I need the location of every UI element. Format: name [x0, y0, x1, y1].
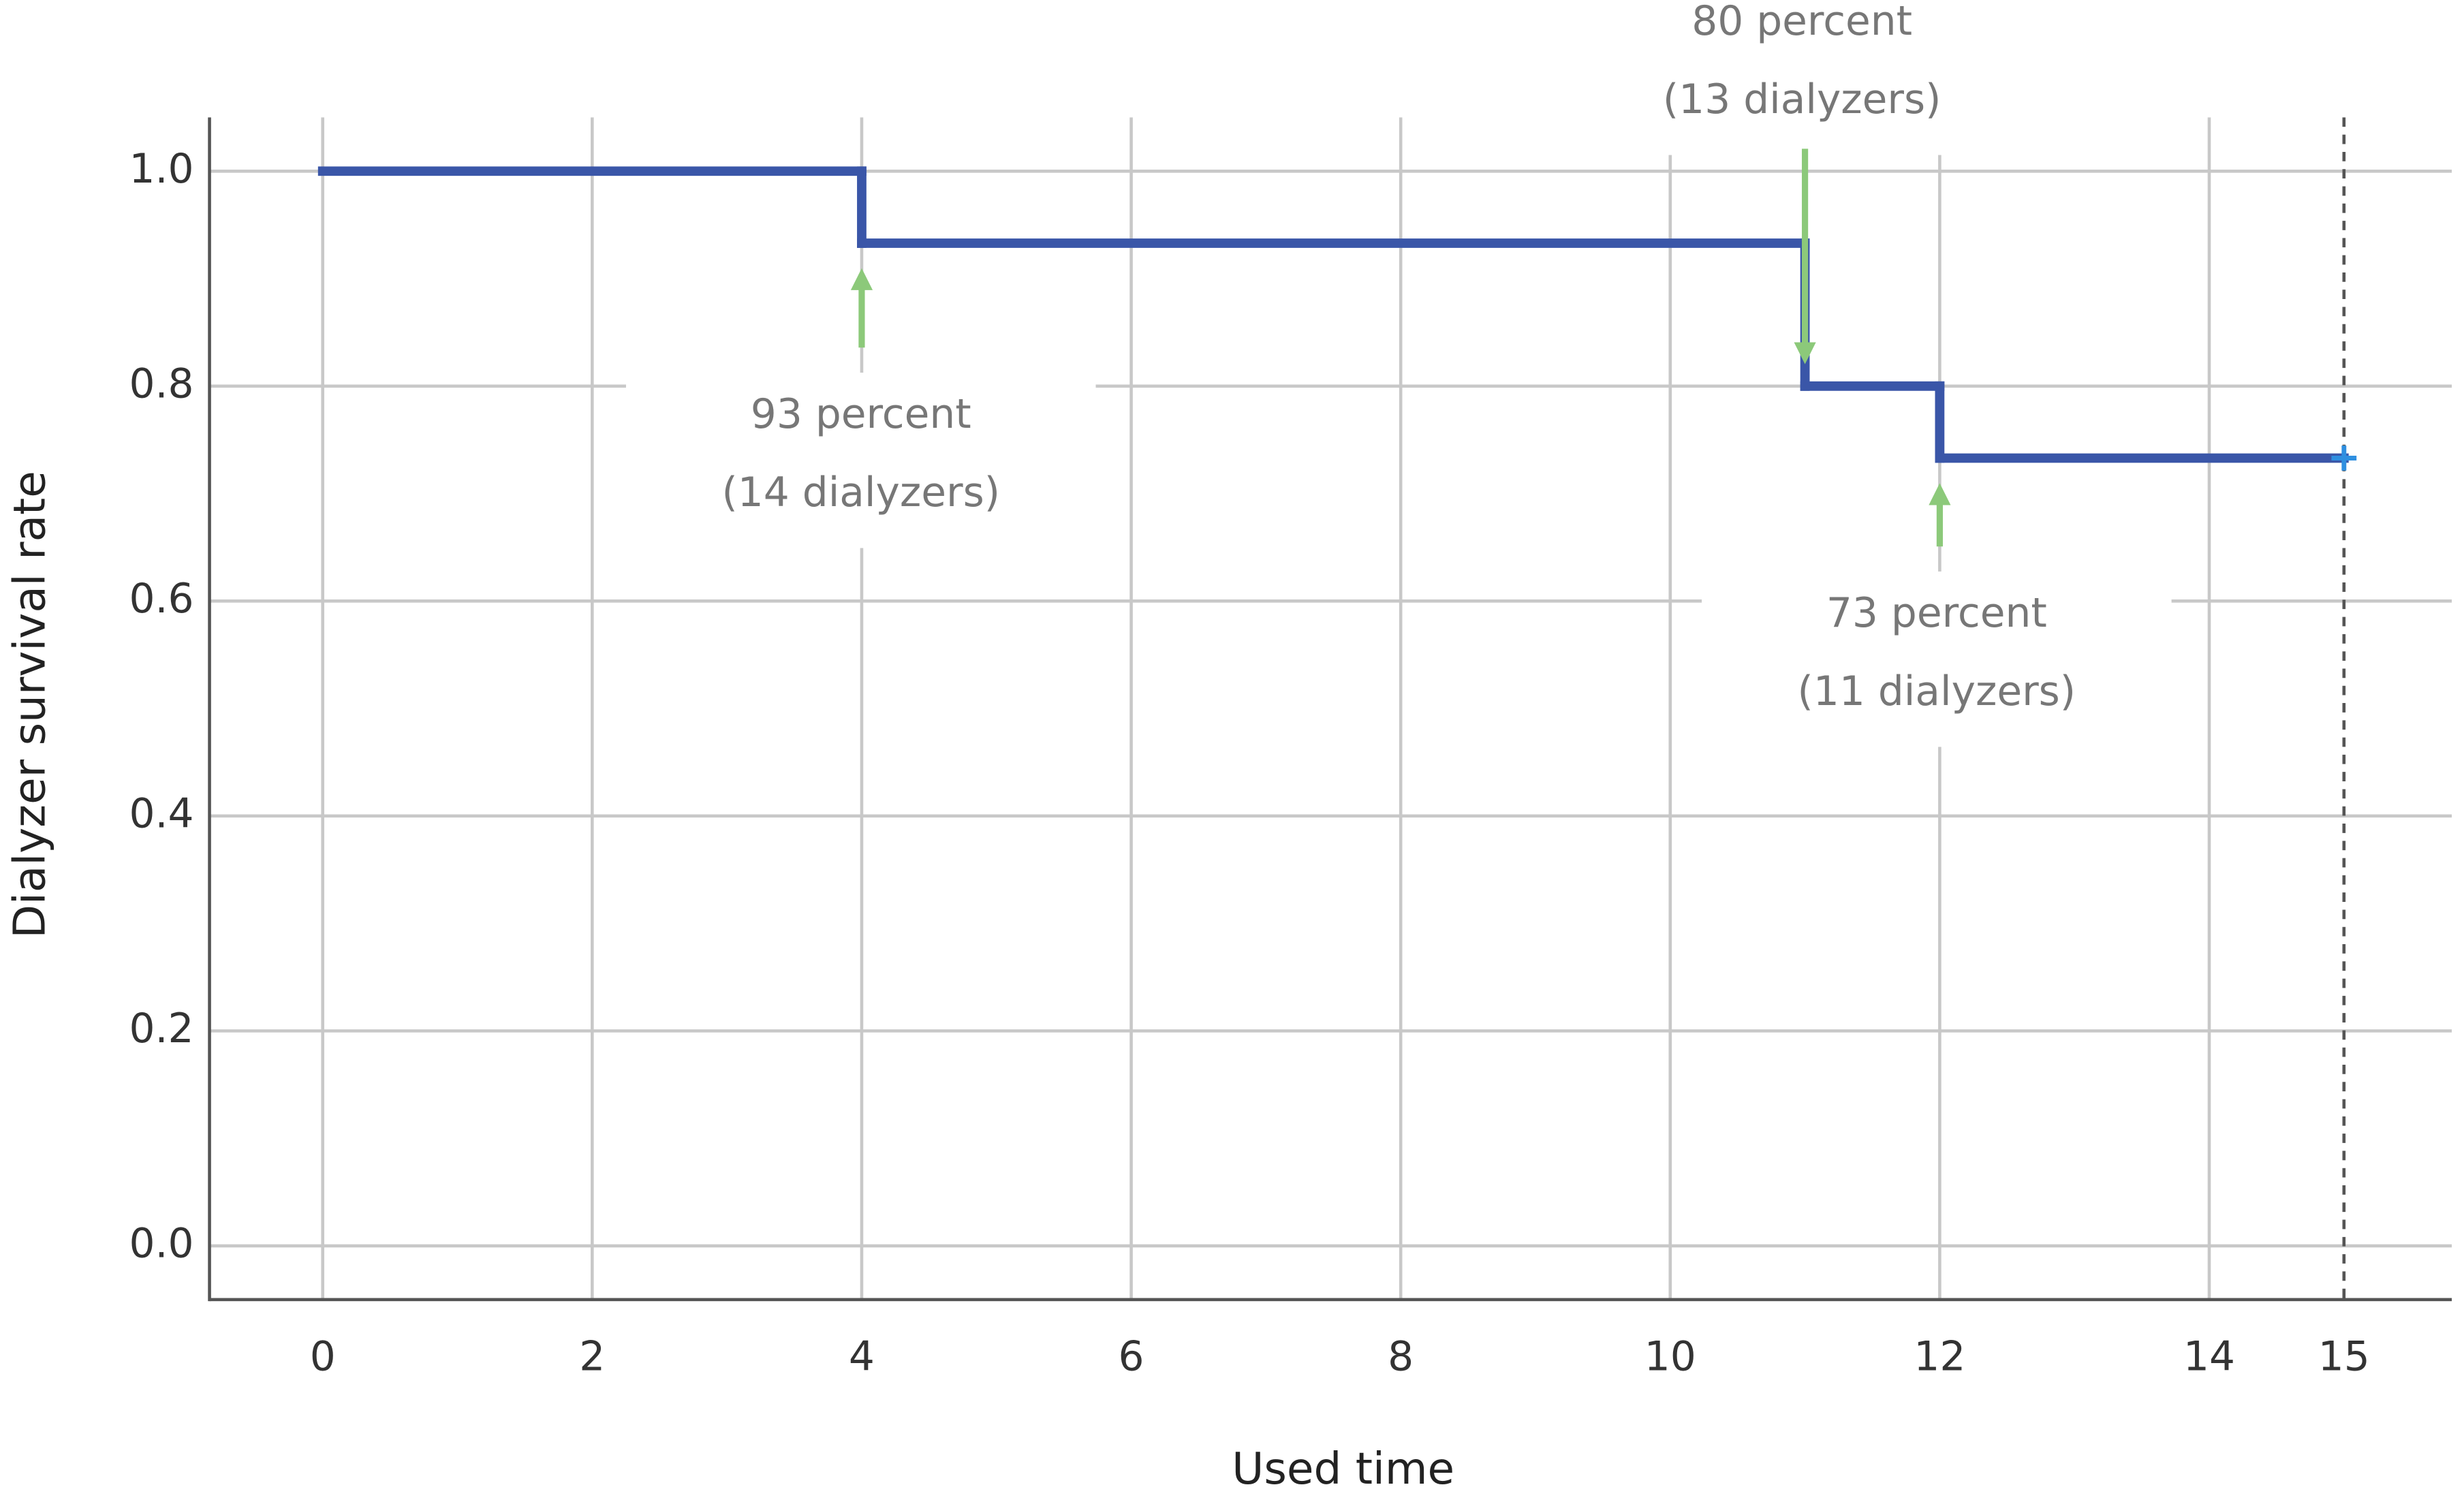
annotation-arrowhead: [1794, 342, 1816, 364]
x-tick-label: 10: [1644, 1334, 1696, 1381]
x-tick-label: 8: [1388, 1334, 1414, 1381]
annotation-text: 73 percent: [1826, 590, 2047, 637]
x-tick-label: 0: [310, 1334, 336, 1381]
x-tick-label: 6: [1119, 1334, 1144, 1381]
y-tick-label: 0.0: [129, 1220, 194, 1267]
annotation-bg: [1567, 0, 2037, 155]
annotation-bg: [625, 373, 1096, 548]
x-tick-label: 4: [849, 1334, 875, 1381]
y-tick-label: 1.0: [129, 146, 194, 193]
annotation-text: (13 dialyzers): [1663, 76, 1941, 123]
y-tick-label: 0.6: [129, 576, 194, 623]
annotation-arrowhead: [1929, 483, 1951, 505]
x-tick-label: 15: [2318, 1334, 2370, 1381]
y-axis-title: Dialyzer survival rate: [4, 471, 55, 938]
annotation-bg: [1702, 571, 2172, 747]
x-tick-label: 14: [2183, 1334, 2235, 1381]
x-tick-label: 2: [579, 1334, 605, 1381]
x-tick-label: 12: [1914, 1334, 1965, 1381]
annotation-text: 80 percent: [1691, 0, 1912, 45]
y-tick-label: 0.2: [129, 1005, 194, 1052]
x-axis-title: Used time: [1232, 1443, 1454, 1495]
y-tick-label: 0.8: [129, 360, 194, 407]
annotation-text: 93 percent: [751, 391, 971, 438]
y-tick-label: 0.4: [129, 790, 194, 837]
censor-mark: [2331, 446, 2357, 471]
annotation-text: (11 dialyzers): [1798, 668, 2076, 715]
annotation-text: (14 dialyzers): [721, 469, 1000, 516]
annotation-arrowhead: [850, 268, 873, 290]
